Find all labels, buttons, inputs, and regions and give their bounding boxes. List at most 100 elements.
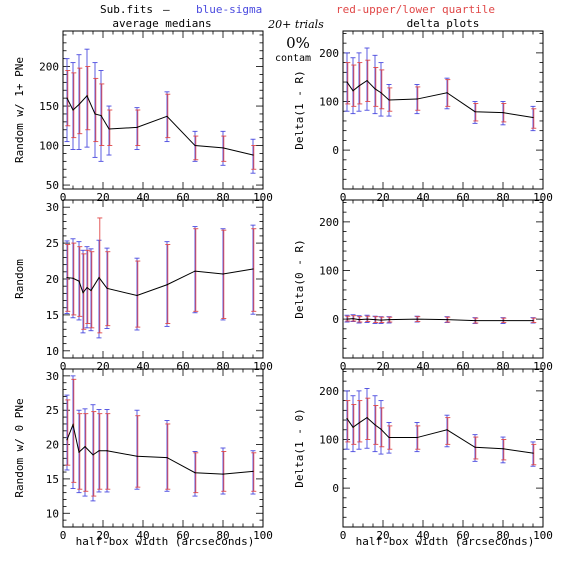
legend-dash: —	[163, 3, 170, 16]
y-axis-label: Random w/ 1+ PNe	[13, 57, 26, 163]
data-point	[72, 277, 74, 279]
x-tick-label: 100	[253, 191, 273, 204]
panel-frame	[342, 199, 544, 359]
x-tick-label: 80	[496, 191, 509, 204]
legend-blue-sigma: blue-sigma	[196, 3, 262, 16]
median-line	[346, 318, 533, 322]
data-point	[446, 318, 448, 321]
data-point	[502, 448, 504, 450]
panel-6: 0 20 40 60 80 100 0 100 200 Delta(1 - 0)	[293, 368, 553, 542]
y-tick-label: 0	[332, 144, 339, 157]
x-tick-label: 20	[376, 191, 389, 204]
panel-2: 0 20 40 60 80 100 0 100 200 Delta(1 - R)	[293, 30, 553, 204]
data-point	[194, 472, 196, 474]
data-point	[98, 276, 100, 279]
x-tick-label: 0	[60, 529, 67, 542]
x-tick-label: 60	[176, 191, 189, 204]
x-tick-label: 80	[216, 360, 229, 373]
x-tick-label: 40	[416, 529, 429, 542]
panel-3: 0 20 40 60 80 100 10 15 20 25 30 Random	[13, 199, 273, 373]
x-tick-label: 80	[496, 529, 509, 542]
x-tick-label: 60	[456, 191, 469, 204]
panel-4: 0 20 40 60 80 100 0 100 200 Delta(0 - R)	[293, 199, 553, 373]
x-tick-label: 20	[376, 360, 389, 373]
data-point	[352, 318, 354, 320]
data-point	[66, 276, 68, 279]
data-point	[502, 112, 504, 114]
x-tick-label: 40	[136, 529, 149, 542]
data-point	[416, 98, 418, 100]
y-tick-label: 200	[319, 47, 339, 60]
x-tick-label: 60	[456, 529, 469, 542]
x-tick-label: 20	[96, 529, 109, 542]
y-tick-label: 30	[46, 201, 59, 214]
data-point	[86, 95, 88, 97]
median-line	[66, 94, 254, 156]
right-column-title: delta plots	[407, 17, 480, 30]
data-point	[166, 284, 168, 286]
data-point	[358, 318, 360, 321]
panel-frame	[342, 368, 544, 528]
x-tick-label: 0	[60, 360, 67, 373]
data-point	[72, 109, 74, 111]
y-tick-label: 30	[46, 370, 59, 383]
data-point	[416, 318, 418, 320]
data-point	[346, 417, 348, 420]
y-tick-label: 20	[46, 273, 59, 286]
x-tick-label: 100	[253, 360, 273, 373]
x-tick-label: 20	[96, 191, 109, 204]
data-point	[252, 470, 254, 472]
legend-red-quartile: red-upper/lower quartile	[336, 3, 495, 16]
y-tick-label: 25	[46, 237, 59, 250]
data-point	[222, 473, 224, 475]
x-tick-label: 0	[60, 191, 67, 204]
y-tick-label: 50	[46, 179, 59, 192]
data-point	[94, 113, 96, 115]
data-point	[100, 114, 102, 117]
panel-frame	[342, 30, 544, 190]
y-tick-label: 200	[39, 61, 59, 74]
data-point	[352, 90, 354, 92]
x-axis-label-right: half-box width (arcseconds)	[356, 535, 535, 548]
data-point	[358, 85, 360, 87]
data-point	[86, 287, 88, 289]
y-tick-label: 25	[46, 404, 59, 417]
data-point	[416, 436, 418, 439]
data-point	[194, 144, 196, 147]
y-tick-label: 0	[332, 313, 339, 326]
data-point	[474, 319, 476, 322]
panel-1: 0 20 40 60 80 100 50 100 150 200 Random w/ 1+ PNe	[13, 30, 273, 204]
y-tick-label: 100	[319, 95, 339, 108]
y-tick-label: 100	[319, 264, 339, 277]
data-point	[374, 88, 376, 90]
y-axis-label: Delta(1 - 0)	[293, 408, 306, 487]
x-tick-label: 0	[340, 360, 347, 373]
y-axis-label: Delta(1 - R)	[293, 70, 306, 149]
median-line	[346, 79, 534, 119]
y-tick-label: 20	[46, 439, 59, 452]
data-point	[166, 457, 168, 459]
data-point	[136, 455, 138, 457]
y-tick-label: 200	[319, 216, 339, 229]
x-tick-label: 0	[340, 191, 347, 204]
data-point	[92, 454, 94, 456]
x-tick-label: 60	[176, 360, 189, 373]
data-point	[474, 111, 476, 113]
data-point	[222, 273, 224, 275]
data-point	[72, 424, 74, 426]
data-point	[136, 126, 138, 128]
x-tick-label: 40	[416, 360, 429, 373]
data-point	[136, 294, 138, 297]
x-tick-label: 100	[533, 360, 553, 373]
data-point	[252, 268, 254, 270]
data-point	[380, 319, 382, 321]
x-tick-label: 40	[416, 191, 429, 204]
data-point	[366, 417, 368, 419]
y-tick-label: 10	[46, 345, 59, 358]
file-label: Sub.fits	[100, 3, 153, 16]
x-tick-label: 60	[176, 529, 189, 542]
data-point	[108, 128, 110, 130]
x-tick-label: 100	[533, 529, 553, 542]
panel-5: 0 20 40 60 80 100 10 15 20 25 30 Random w/ 0 PNe	[13, 368, 273, 542]
x-tick-label: 40	[136, 191, 149, 204]
